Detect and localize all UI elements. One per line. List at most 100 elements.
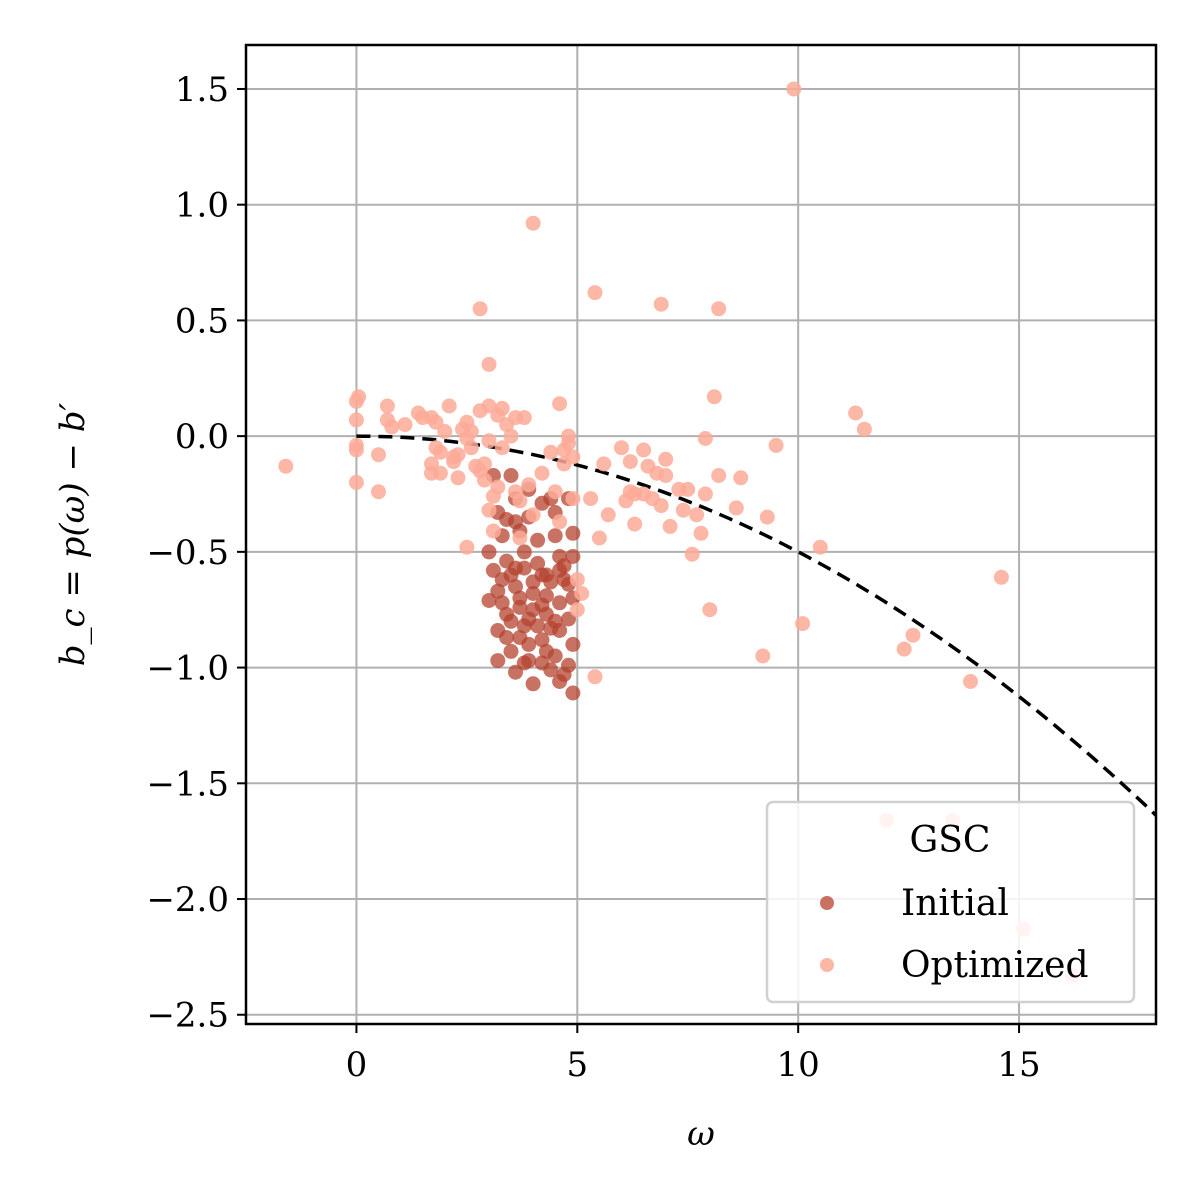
point-optimized bbox=[450, 447, 466, 463]
point-optimized bbox=[680, 481, 696, 497]
point-initial bbox=[503, 643, 519, 659]
point-initial bbox=[534, 567, 550, 583]
y-tick-label: 1.0 bbox=[175, 186, 229, 226]
point-initial bbox=[481, 593, 497, 608]
point-initial bbox=[547, 528, 563, 544]
point-initial bbox=[547, 648, 563, 664]
point-optimized bbox=[759, 509, 775, 525]
point-initial bbox=[516, 544, 532, 560]
legend: GSC Initial Optimized bbox=[765, 800, 1136, 1004]
point-optimized bbox=[481, 356, 497, 372]
point-optimized bbox=[525, 507, 541, 523]
point-optimized bbox=[463, 424, 479, 439]
point-optimized bbox=[636, 442, 652, 458]
y-tick-label: 0.5 bbox=[175, 301, 229, 341]
point-optimized bbox=[786, 81, 802, 97]
point-optimized bbox=[697, 431, 713, 446]
point-optimized bbox=[485, 523, 501, 539]
x-tick-label: 10 bbox=[777, 1045, 820, 1085]
point-optimized bbox=[675, 502, 691, 518]
y-tick-label: −0.5 bbox=[146, 533, 229, 573]
point-optimized bbox=[371, 447, 386, 463]
point-optimized bbox=[653, 296, 669, 312]
point-optimized bbox=[481, 502, 497, 518]
point-initial bbox=[556, 558, 572, 574]
point-initial bbox=[530, 532, 546, 548]
legend-title: GSC bbox=[910, 820, 991, 861]
point-optimized bbox=[348, 474, 364, 490]
point-initial bbox=[525, 602, 541, 618]
point-optimized bbox=[627, 516, 643, 532]
point-optimized bbox=[481, 433, 497, 449]
point-optimized bbox=[481, 398, 497, 414]
point-optimized bbox=[463, 440, 479, 456]
point-optimized bbox=[534, 465, 550, 481]
point-optimized bbox=[658, 451, 674, 467]
point-initial bbox=[552, 595, 568, 611]
legend-label-initial: Initial bbox=[901, 883, 1009, 924]
point-initial bbox=[521, 653, 537, 669]
point-optimized bbox=[494, 440, 510, 456]
point-initial bbox=[534, 655, 550, 671]
point-optimized bbox=[711, 301, 727, 317]
legend-label-optimized: Optimized bbox=[901, 945, 1089, 986]
y-axis-label: b_c = p(ω) − b′ bbox=[53, 402, 93, 666]
point-optimized bbox=[441, 398, 457, 414]
point-initial bbox=[565, 636, 581, 652]
point-initial bbox=[499, 630, 515, 645]
point-initial bbox=[494, 595, 510, 611]
point-optimized bbox=[278, 458, 294, 474]
y-tick-label: 0.0 bbox=[175, 417, 229, 457]
point-initial bbox=[508, 560, 523, 576]
point-optimized bbox=[371, 484, 386, 500]
point-optimized bbox=[768, 437, 784, 453]
point-optimized bbox=[622, 454, 638, 470]
point-optimized bbox=[993, 569, 1009, 585]
point-optimized bbox=[622, 484, 638, 500]
point-optimized bbox=[583, 491, 599, 507]
point-optimized bbox=[503, 428, 519, 444]
point-initial bbox=[561, 657, 576, 673]
point-initial bbox=[516, 618, 532, 634]
point-initial bbox=[538, 606, 554, 622]
point-optimized bbox=[693, 525, 709, 541]
point-optimized bbox=[450, 470, 466, 486]
point-initial bbox=[530, 618, 546, 634]
point-optimized bbox=[565, 491, 581, 507]
point-optimized bbox=[591, 530, 607, 546]
point-optimized bbox=[348, 442, 364, 458]
point-optimized bbox=[662, 518, 678, 534]
fit-curve bbox=[356, 434, 1156, 817]
point-optimized bbox=[728, 500, 744, 516]
point-optimized bbox=[812, 539, 828, 555]
point-optimized bbox=[508, 484, 523, 500]
point-optimized bbox=[697, 486, 713, 502]
point-optimized bbox=[512, 530, 528, 546]
x-tick-label: 0 bbox=[346, 1045, 368, 1085]
point-initial bbox=[534, 632, 550, 648]
legend-marker-initial bbox=[820, 896, 834, 910]
point-initial bbox=[525, 586, 541, 601]
point-optimized bbox=[477, 472, 492, 488]
point-optimized bbox=[856, 421, 872, 437]
point-optimized bbox=[689, 507, 705, 523]
point-optimized bbox=[552, 514, 568, 530]
point-initial bbox=[503, 613, 519, 629]
axis-ticks: 0 5 10 15 1.5 1.0 0.5 0.0 −0.5 −1.0 −1.5 −2.0 −2.5 bbox=[146, 70, 1040, 1085]
point-initial bbox=[512, 599, 528, 615]
point-optimized bbox=[472, 301, 488, 317]
point-optimized bbox=[896, 641, 912, 657]
point-optimized bbox=[397, 417, 413, 433]
data-points bbox=[278, 81, 1080, 983]
point-optimized bbox=[596, 456, 612, 472]
point-initial bbox=[565, 525, 581, 541]
point-initial bbox=[481, 544, 497, 560]
point-optimized bbox=[543, 444, 559, 460]
point-optimized bbox=[653, 498, 669, 514]
point-initial bbox=[538, 588, 554, 604]
point-initial bbox=[508, 514, 523, 530]
point-optimized bbox=[379, 398, 395, 414]
point-optimized bbox=[905, 627, 921, 643]
point-optimized bbox=[432, 465, 448, 481]
